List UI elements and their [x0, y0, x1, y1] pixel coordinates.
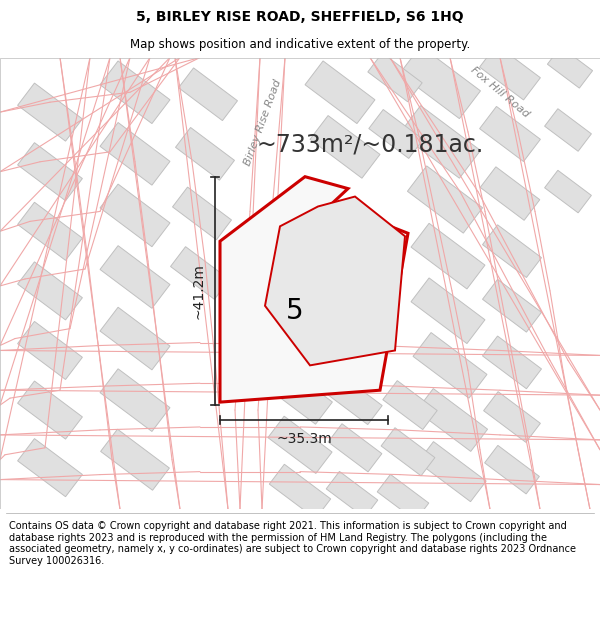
Polygon shape [100, 308, 170, 370]
Polygon shape [381, 428, 435, 476]
Polygon shape [479, 106, 541, 161]
Polygon shape [269, 464, 331, 519]
Polygon shape [480, 167, 540, 220]
Polygon shape [170, 247, 229, 299]
Polygon shape [265, 196, 405, 366]
Polygon shape [418, 442, 486, 502]
Polygon shape [305, 61, 375, 124]
Polygon shape [268, 416, 332, 474]
Polygon shape [328, 376, 382, 424]
Text: Birley Rise Road: Birley Rise Road [243, 78, 283, 166]
Polygon shape [100, 184, 170, 247]
Polygon shape [100, 122, 170, 185]
Text: ~41.2m: ~41.2m [191, 263, 205, 319]
Polygon shape [411, 278, 485, 344]
Polygon shape [17, 142, 82, 201]
Polygon shape [411, 223, 485, 289]
Polygon shape [547, 47, 593, 88]
Polygon shape [482, 336, 541, 389]
Polygon shape [407, 166, 482, 233]
Text: ~733m²/~0.181ac.: ~733m²/~0.181ac. [256, 133, 484, 157]
Text: Fox Hill Road: Fox Hill Road [469, 65, 531, 119]
Polygon shape [100, 246, 170, 308]
Polygon shape [17, 202, 82, 261]
Polygon shape [100, 61, 170, 124]
Polygon shape [101, 429, 169, 490]
Polygon shape [482, 279, 541, 332]
Polygon shape [17, 321, 82, 379]
Polygon shape [485, 446, 539, 494]
Polygon shape [326, 471, 378, 518]
Polygon shape [17, 83, 82, 141]
Polygon shape [369, 109, 423, 158]
Polygon shape [220, 177, 408, 402]
Polygon shape [100, 369, 170, 431]
Polygon shape [545, 170, 592, 213]
Text: 5, BIRLEY RISE ROAD, SHEFFIELD, S6 1HQ: 5, BIRLEY RISE ROAD, SHEFFIELD, S6 1HQ [136, 10, 464, 24]
Polygon shape [17, 262, 82, 320]
Polygon shape [479, 45, 541, 100]
Polygon shape [310, 116, 380, 178]
Polygon shape [368, 53, 422, 102]
Polygon shape [545, 109, 592, 151]
Polygon shape [383, 381, 437, 429]
Polygon shape [377, 474, 429, 521]
Text: Map shows position and indicative extent of the property.: Map shows position and indicative extent… [130, 38, 470, 51]
Text: ~35.3m: ~35.3m [276, 432, 332, 446]
Text: Contains OS data © Crown copyright and database right 2021. This information is : Contains OS data © Crown copyright and d… [9, 521, 576, 566]
Text: 5: 5 [286, 297, 304, 325]
Polygon shape [400, 46, 481, 119]
Polygon shape [484, 392, 541, 442]
Polygon shape [400, 106, 481, 178]
Polygon shape [17, 439, 82, 497]
Polygon shape [17, 381, 82, 439]
Polygon shape [176, 127, 235, 180]
Polygon shape [416, 389, 488, 451]
Polygon shape [413, 332, 487, 398]
Polygon shape [173, 187, 232, 240]
Polygon shape [328, 424, 382, 472]
Polygon shape [268, 366, 332, 424]
Polygon shape [482, 225, 541, 278]
Polygon shape [179, 68, 238, 121]
